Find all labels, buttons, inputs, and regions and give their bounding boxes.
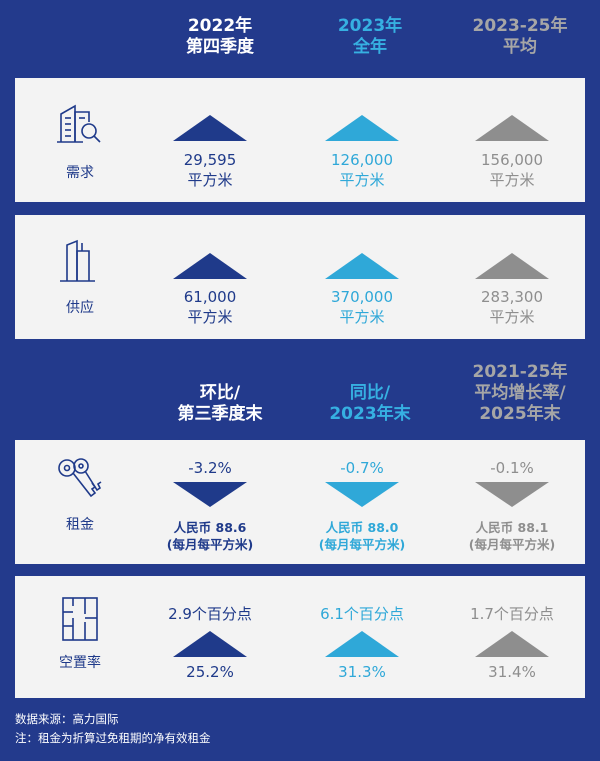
unit-line: 平方米: [187, 171, 233, 189]
header-2023-full-year: 2023年 全年: [295, 16, 445, 58]
rent-qoq-value: 人民币 88.6 (每月每平方米): [135, 519, 285, 553]
buildings-icon: [60, 239, 95, 282]
rent-label: 租金: [66, 517, 94, 533]
unit-line: 平方米: [489, 308, 535, 326]
unit-line: 平方米: [339, 308, 385, 326]
vacancy-panel: 空置率 2.9个百分点 25.2% 6.1个百分点 31.3% 1.7个百分点 …: [15, 576, 585, 698]
header-line: 平均增长率/: [474, 383, 566, 403]
header-qoq: 环比/ 第三季度末: [145, 383, 295, 425]
increase-triangle: [173, 115, 247, 141]
increase-triangle: [475, 631, 549, 657]
demand-panel: 需求 29,595 平方米 126,000 平方米 156,000 平方米: [15, 78, 585, 202]
demand-label: 需求: [66, 165, 94, 181]
building-search-icon: [57, 104, 101, 143]
rent-qoq-pct: -3.2%: [188, 459, 232, 477]
increase-triangle: [325, 253, 399, 279]
vacancy-average-value: 31.4%: [488, 663, 536, 681]
unit-line: 平方米: [489, 171, 535, 189]
keys-icon: [58, 458, 102, 498]
header-line: 2023年末: [329, 404, 411, 424]
supply-average-value: 283,300 平方米: [437, 287, 587, 327]
source-note: 数据来源：高力国际: [15, 712, 119, 726]
demand-q4-value: 29,595 平方米: [135, 150, 285, 190]
value-line: 156,000: [480, 151, 544, 169]
increase-triangle: [173, 631, 247, 657]
vacancy-qoq-value: 25.2%: [186, 663, 234, 681]
header-2022-q4: 2022年 第四季度: [145, 16, 295, 58]
vacancy-qoq-change: 2.9个百分点: [168, 605, 252, 623]
vacancy-average-change: 1.7个百分点: [470, 605, 554, 623]
header-line: 同比/: [349, 383, 391, 403]
supply-q4-value: 61,000 平方米: [135, 287, 285, 327]
header-line: 2025年末: [479, 404, 561, 424]
demand-2023-value: 126,000 平方米: [287, 150, 437, 190]
rent-panel: 租金 -3.2% 人民币 88.6 (每月每平方米) -0.7% 人民币 88.…: [15, 440, 585, 564]
header-line: 平均: [503, 37, 537, 57]
header-line: 2023年: [337, 16, 403, 36]
value-line: 126,000: [330, 151, 394, 169]
header-line: 第三季度末: [177, 404, 263, 424]
decrease-triangle: [475, 482, 549, 507]
value-line: 61,000: [183, 288, 237, 306]
header-line: 全年: [353, 37, 387, 57]
demand-average-value: 156,000 平方米: [437, 150, 587, 190]
supply-2023-value: 370,000 平方米: [287, 287, 437, 327]
unit-line: 平方米: [187, 308, 233, 326]
header-line: 2022年: [187, 16, 253, 36]
header-yoy: 同比/ 2023年末: [295, 383, 445, 425]
decrease-triangle: [325, 482, 399, 507]
value-line: 人民币 88.0: [325, 520, 399, 535]
supply-label: 供应: [66, 300, 94, 316]
header-2023-25-average: 2023-25年 平均: [445, 16, 595, 58]
unit-line: (每月每平方米): [318, 537, 406, 552]
rent-average-value: 人民币 88.1 (每月每平方米): [437, 519, 587, 553]
vacancy-label: 空置率: [59, 655, 101, 671]
supply-panel: 供应 61,000 平方米 370,000 平方米 283,300 平方米: [15, 215, 585, 339]
floor-plan-icon: [62, 597, 98, 641]
value-line: 283,300: [480, 288, 544, 306]
header-line: 环比/: [199, 383, 241, 403]
increase-triangle: [325, 115, 399, 141]
value-line: 29,595: [183, 151, 237, 169]
value-line: 370,000: [330, 288, 394, 306]
unit-line: 平方米: [339, 171, 385, 189]
increase-triangle: [173, 253, 247, 279]
header-line: 2021-25年: [472, 362, 568, 382]
decrease-triangle: [173, 482, 247, 507]
rent-yoy-value: 人民币 88.0 (每月每平方米): [287, 519, 437, 553]
value-line: 人民币 88.6: [173, 520, 247, 535]
value-line: 人民币 88.1: [475, 520, 549, 535]
rent-footnote: 注：租金为折算过免租期的净有效租金: [15, 731, 211, 745]
unit-line: (每月每平方米): [468, 537, 556, 552]
rent-average-pct: -0.1%: [490, 459, 534, 477]
header-line: 第四季度: [186, 37, 254, 57]
increase-triangle: [475, 253, 549, 279]
increase-triangle: [475, 115, 549, 141]
vacancy-yoy-value: 31.3%: [338, 663, 386, 681]
vacancy-yoy-change: 6.1个百分点: [320, 605, 404, 623]
unit-line: (每月每平方米): [166, 537, 254, 552]
header-average-growth: 2021-25年 平均增长率/ 2025年末: [440, 362, 600, 425]
rent-yoy-pct: -0.7%: [340, 459, 384, 477]
increase-triangle: [325, 631, 399, 657]
header-line: 2023-25年: [472, 16, 568, 36]
